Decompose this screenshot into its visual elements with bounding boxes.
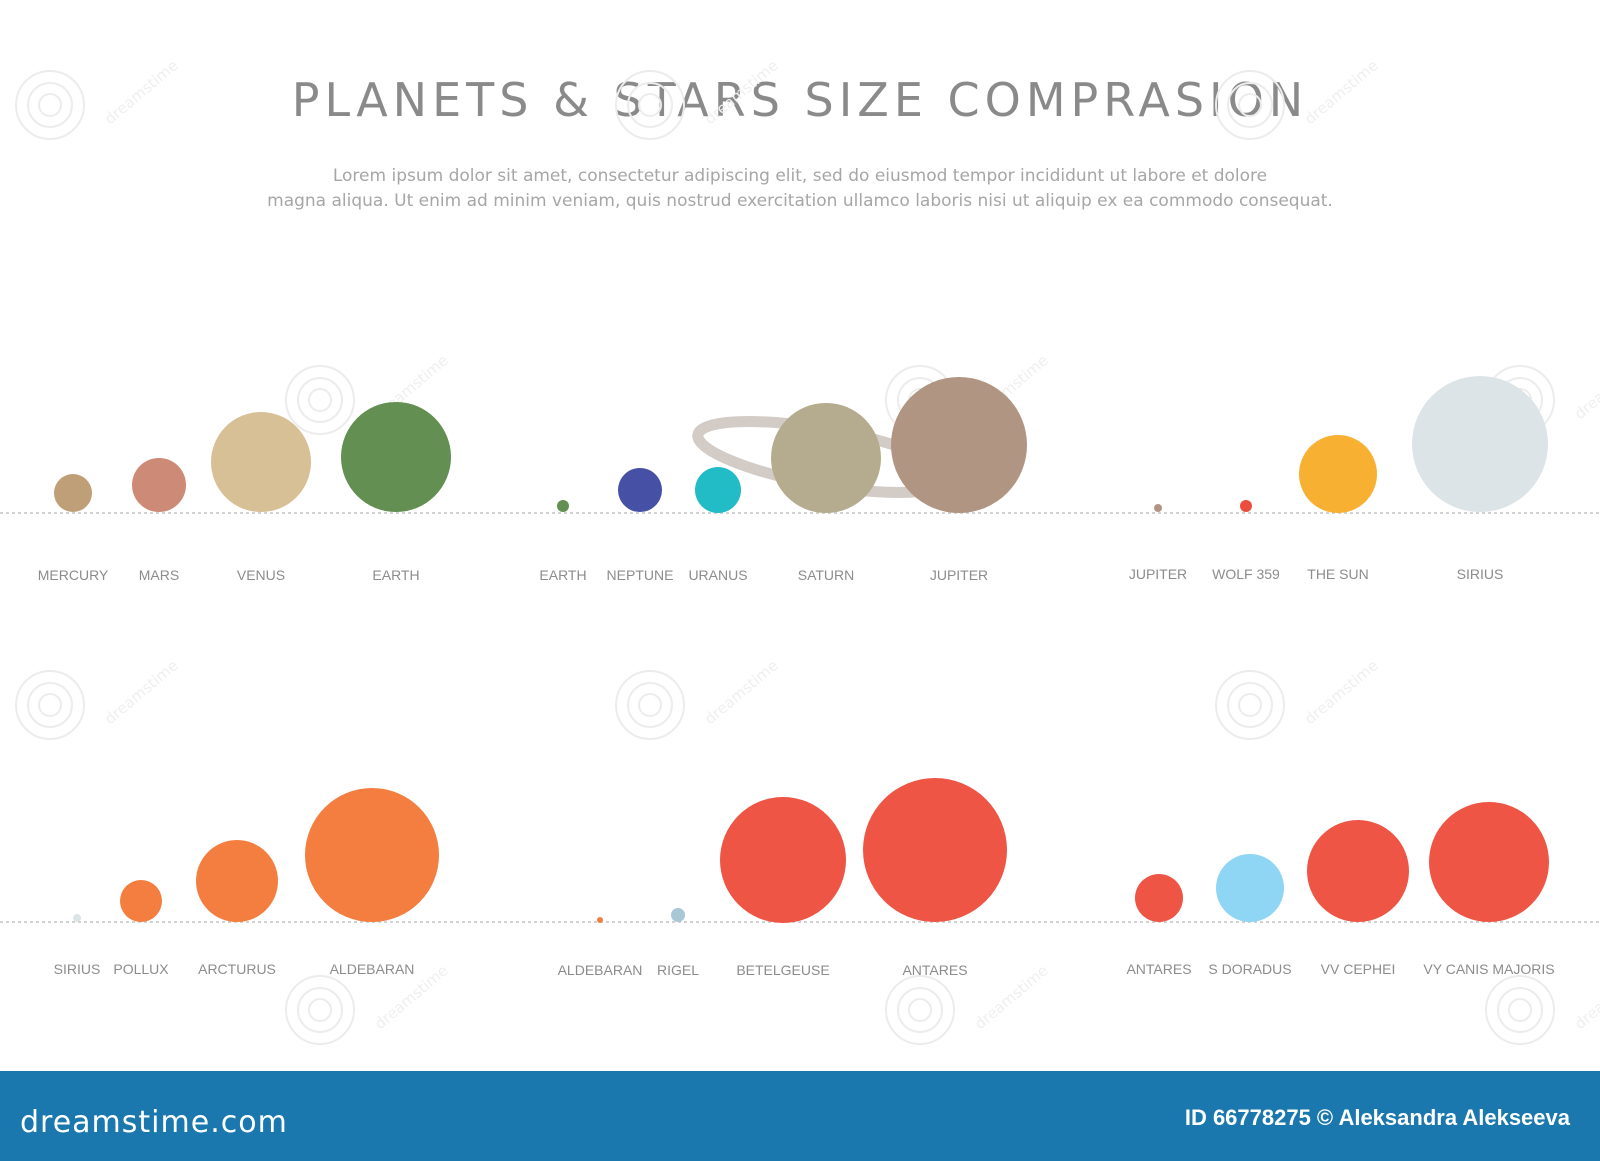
watermark-mark: dreamstime [15,56,182,140]
footer-bar: dreamstime.com ID 66778275 © Aleksandra … [0,1071,1600,1161]
label-vy-canis-majoris: VY CANIS MAJORIS [1423,961,1554,977]
group-antares-to-vy-canis-majoris: ANTARES S DORADUS VV CEPHEI VY CANIS MAJ… [1126,802,1555,977]
label-uranus: URANUS [688,567,747,583]
label-vv-cephei: VV CEPHEI [1321,961,1396,977]
label-sirius-2: SIRIUS [54,961,101,977]
watermark-mark: dreamstime [15,656,182,740]
star-rigel [671,908,685,922]
label-wolf-359: WOLF 359 [1212,566,1280,582]
star-vv-cephei [1307,820,1409,922]
planet-venus [211,412,311,512]
watermark-text: dreamstime [101,56,182,128]
label-mars: MARS [139,567,179,583]
label-s-doradus: S DORADUS [1208,961,1291,977]
star-aldebaran-small [597,917,603,923]
star-wolf-359 [1240,500,1252,512]
star-arcturus [196,840,278,922]
label-neptune: NEPTUNE [607,567,674,583]
watermark-text: dreamstime [1301,56,1382,128]
planet-mercury [54,474,92,512]
watermark-text: dreamstime [1571,961,1600,1033]
label-sirius: SIRIUS [1457,566,1504,582]
label-earth-2: EARTH [539,567,586,583]
footer-credit: ID 66778275 © Aleksandra Alekseeva [1184,1105,1570,1130]
watermark-text: dreamstime [971,961,1052,1033]
star-antares-small [1135,874,1183,922]
planet-jupiter [891,377,1027,513]
planet-earth [341,402,451,512]
star-sirius-small [73,914,81,922]
planet-neptune [618,468,662,512]
watermark-mark: dreamstime [615,656,782,740]
label-aldebaran: ALDEBARAN [330,961,415,977]
group-inner-planets: MERCURY MARS VENUS EARTH [38,402,451,583]
planet-saturn [771,403,881,513]
star-s-doradus [1216,854,1284,922]
label-jupiter: JUPITER [930,567,988,583]
label-mercury: MERCURY [38,567,109,583]
label-antares-2: ANTARES [1126,961,1191,977]
label-jupiter-2: JUPITER [1129,566,1187,582]
label-antares: ANTARES [902,962,967,978]
planet-jupiter-small [1154,504,1162,512]
label-betelgeuse: BETELGEUSE [736,962,829,978]
label-pollux: POLLUX [113,961,169,977]
comparison-diagram: dreamstime dreamstime dreamstime dreamstime… [0,56,1600,1045]
planet-uranus [695,467,741,513]
watermark-text: dreamstime [101,656,182,728]
star-pollux [120,880,162,922]
footer-brand-logo[interactable]: dreamstime.com [20,1105,288,1140]
group-sirius-to-aldebaran: SIRIUS POLLUX ARCTURUS ALDEBARAN [54,788,439,977]
star-sirius [1412,376,1548,512]
subtitle: Lorem ipsum dolor sit amet, consectetur … [100,164,1500,214]
star-vy-canis-majoris [1429,802,1549,922]
star-betelgeuse [720,797,846,923]
watermark-mark: dreamstime [615,56,782,140]
label-arcturus: ARCTURUS [198,961,276,977]
planet-mars [132,458,186,512]
label-aldebaran-2: ALDEBARAN [558,962,643,978]
star-the-sun [1299,435,1377,513]
label-earth: EARTH [372,567,419,583]
star-aldebaran [305,788,439,922]
label-saturn: SATURN [798,567,855,583]
watermark-text: dreamstime [1301,656,1382,728]
subtitle-line-1: Lorem ipsum dolor sit amet, consectetur … [332,166,1268,186]
watermark-text: dreamstime [701,656,782,728]
page-title: PLANETS & STARS SIZE COMPRASION [291,73,1309,127]
watermark-text: dreamstime [1571,351,1600,423]
watermark-mark: dreamstime [1215,56,1382,140]
label-venus: VENUS [237,567,285,583]
group-outer-planets: EARTH NEPTUNE URANUS SATURN JUPITER [539,377,1027,583]
planet-earth-small [557,500,569,512]
watermark-mark: dreamstime [1215,656,1382,740]
label-the-sun: THE SUN [1307,566,1368,582]
subtitle-line-2: magna aliqua. Ut enim ad minim veniam, q… [267,191,1333,211]
star-antares [863,778,1007,922]
group-jupiter-to-sirius: JUPITER WOLF 359 THE SUN SIRIUS [1129,376,1548,582]
label-rigel: RIGEL [657,962,699,978]
watermark-text: dreamstime [701,56,782,128]
group-aldebaran-to-antares: ALDEBARAN RIGEL BETELGEUSE ANTARES [558,778,1007,978]
